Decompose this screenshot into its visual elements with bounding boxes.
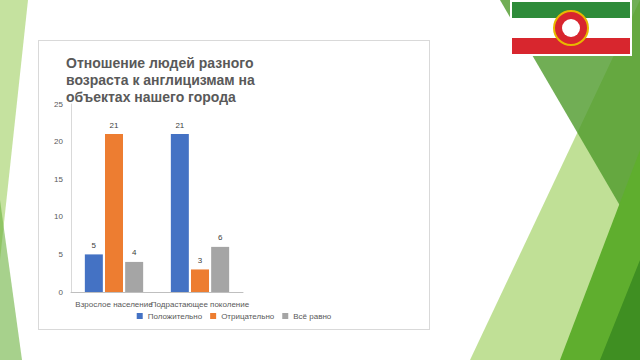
svg-text:0: 0 [59,288,64,297]
svg-text:Отношение людей разного: Отношение людей разного [66,55,257,71]
svg-text:5: 5 [92,241,97,250]
svg-text:6: 6 [218,233,223,242]
svg-text:объектах нашего города: объектах нашего города [66,89,236,105]
svg-text:Подрастающее поколение: Подрастающее поколение [151,300,250,309]
svg-text:25: 25 [54,100,63,109]
svg-text:Отрицательно: Отрицательно [221,312,275,321]
svg-text:3: 3 [198,256,203,265]
svg-text:Всё равно: Всё равно [293,312,332,321]
svg-text:10: 10 [54,212,63,221]
svg-text:21: 21 [175,121,184,130]
svg-text:Положительно: Положительно [148,312,203,321]
svg-text:4: 4 [132,248,137,257]
svg-text:возраста к англицизмам на: возраста к англицизмам на [66,72,259,88]
svg-text:20: 20 [54,137,63,146]
svg-text:21: 21 [110,121,119,130]
svg-text:5: 5 [59,250,64,259]
svg-text:15: 15 [54,175,63,184]
svg-text:Взрослое население: Взрослое население [75,300,153,309]
